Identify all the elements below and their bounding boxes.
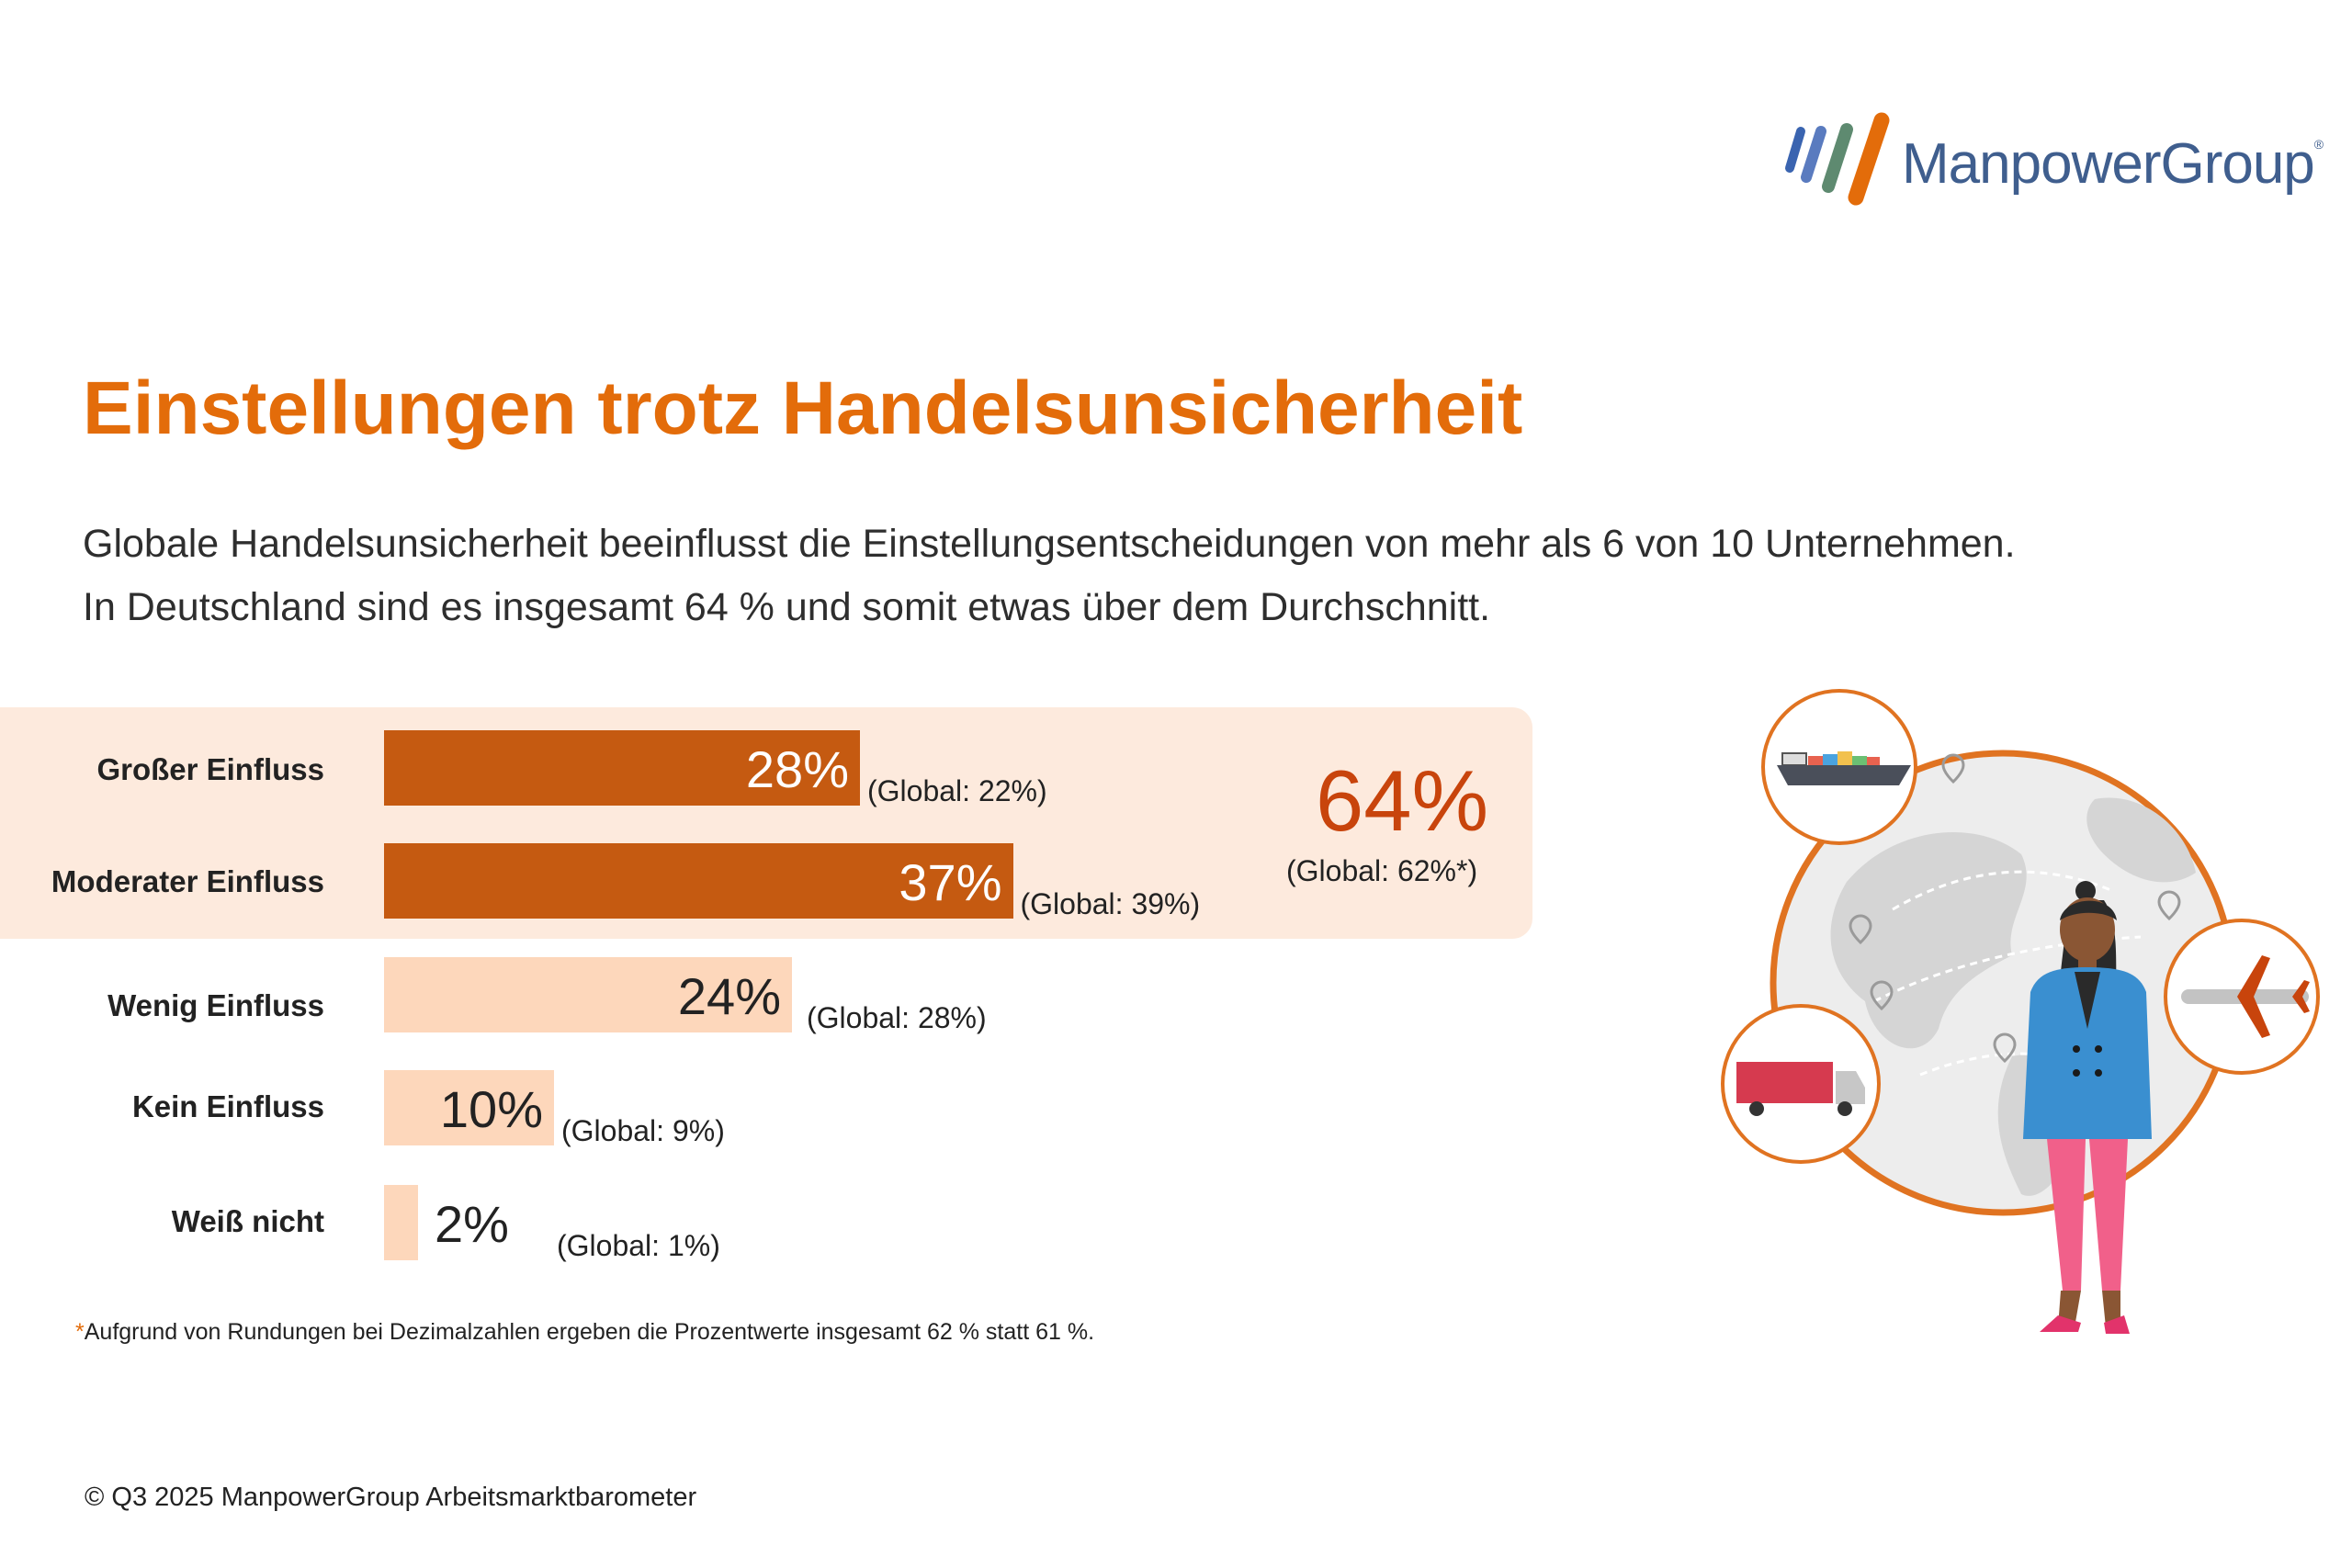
global-label-gross: (Global: 22%) [867, 774, 1047, 807]
category-label-kein: Kein Einfluss [131, 1089, 324, 1123]
logo-wordmark: ManpowerGroup® [1902, 132, 2324, 196]
subtitle-line-1: Globale Handelsunsicherheit beeinflusst … [83, 522, 2016, 566]
subtitle-line-2: In Deutschland sind es insgesamt 64 % un… [83, 585, 1491, 629]
illustration [1709, 680, 2334, 1350]
value-label-weiss: 2% [435, 1195, 509, 1253]
businesswoman-icon [2023, 881, 2152, 1334]
value-label-kein: 10% [439, 1080, 543, 1138]
ship-icon [1761, 689, 1917, 845]
total-global-label: (Global: 62%*) [1286, 854, 1478, 887]
value-label-wenig: 24% [677, 967, 781, 1025]
bar-kein [384, 1070, 554, 1145]
global-label-wenig: (Global: 28%) [807, 1001, 987, 1034]
total-value: 64% [1316, 752, 1489, 849]
bar-wenig [384, 957, 792, 1032]
airplane-icon [2164, 919, 2320, 1075]
location-pin-icon [1849, 753, 2181, 1064]
category-label-weiss: Weiß nicht [171, 1204, 324, 1238]
category-label-moderat: Moderater Einfluss [51, 864, 324, 898]
truck-icon [1721, 1004, 1881, 1164]
copyright: © Q3 2025 ManpowerGroup Arbeitsmarktbaro… [85, 1483, 697, 1512]
bar-gross [384, 730, 860, 806]
footnote: *Aufgrund von Rundungen bei Dezimalzahle… [75, 1319, 1095, 1345]
value-label-gross: 28% [745, 740, 849, 798]
manpowergroup-logo: ManpowerGroup® [1773, 106, 2324, 216]
logo-mark-icon [1785, 112, 1890, 206]
bar-weiss [384, 1185, 418, 1260]
page-title: Einstellungen trotz Handelsunsicherheit [83, 367, 1523, 450]
bar-moderat [384, 843, 1013, 919]
category-label-gross: Großer Einfluss [96, 752, 324, 786]
global-label-weiss: (Global: 1%) [557, 1229, 720, 1262]
global-label-moderat: (Global: 39%) [1020, 887, 1201, 920]
global-label-kein: (Global: 9%) [561, 1114, 725, 1147]
value-label-moderat: 37% [899, 853, 1002, 911]
category-label-wenig: Wenig Einfluss [107, 988, 324, 1022]
